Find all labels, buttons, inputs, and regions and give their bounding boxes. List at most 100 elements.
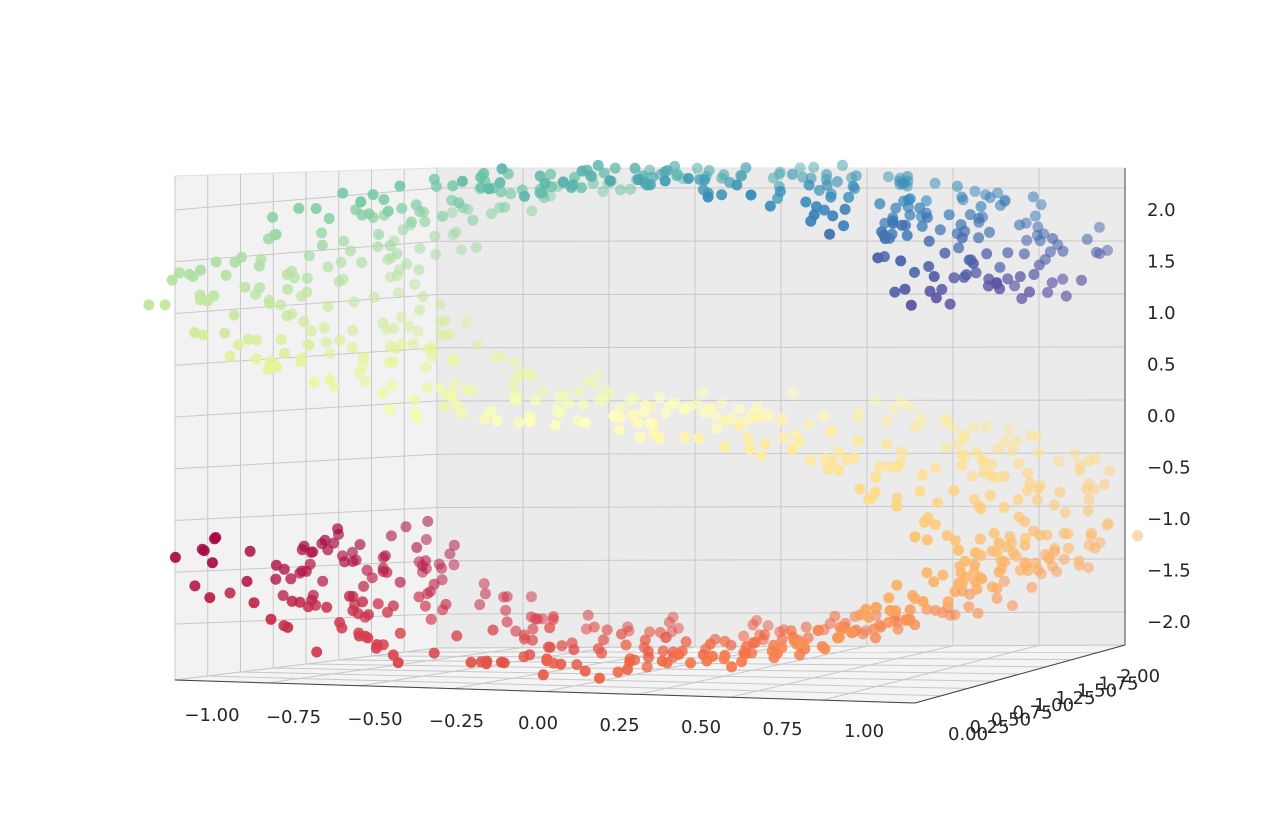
data-point <box>888 403 899 414</box>
data-point <box>347 605 358 616</box>
data-point <box>309 377 320 388</box>
x-tick-label: 0.75 <box>762 719 802 740</box>
data-point <box>992 593 1003 604</box>
data-point <box>583 610 594 621</box>
data-point <box>775 416 786 427</box>
data-point <box>895 458 906 469</box>
data-point <box>621 640 632 651</box>
data-point <box>989 528 1000 539</box>
data-point <box>900 615 911 626</box>
data-point <box>833 447 844 458</box>
data-point <box>939 248 950 259</box>
data-point <box>975 534 986 545</box>
data-point <box>970 548 981 559</box>
data-point <box>991 277 1002 288</box>
data-point <box>480 588 491 599</box>
data-point <box>336 623 347 634</box>
data-point <box>872 252 883 263</box>
data-point <box>957 579 968 590</box>
data-point <box>409 394 420 405</box>
data-point <box>706 404 717 415</box>
data-point <box>439 402 450 413</box>
data-point <box>803 419 814 430</box>
data-point <box>772 648 783 659</box>
data-point <box>890 203 901 214</box>
data-point <box>380 550 391 561</box>
data-point <box>344 591 355 602</box>
data-point <box>317 240 328 251</box>
data-point <box>321 602 332 613</box>
data-point <box>664 617 675 628</box>
data-point <box>1022 485 1033 496</box>
data-point <box>624 656 635 667</box>
data-point <box>449 559 460 570</box>
data-point <box>679 403 690 414</box>
data-point <box>249 597 260 608</box>
data-point <box>317 576 328 587</box>
data-point <box>903 194 914 205</box>
data-point <box>1002 273 1013 284</box>
data-point <box>681 636 692 647</box>
x-tick-label: 0.50 <box>681 717 721 738</box>
data-point <box>414 264 425 275</box>
data-point <box>396 312 407 323</box>
data-point <box>311 647 322 658</box>
data-point <box>1035 480 1046 491</box>
data-point <box>429 231 440 242</box>
data-point <box>1058 246 1069 257</box>
data-point <box>616 629 627 640</box>
data-point <box>1083 505 1094 516</box>
data-point <box>488 625 499 636</box>
data-point <box>935 224 946 235</box>
data-point <box>944 209 955 220</box>
data-point <box>207 557 218 568</box>
data-point <box>445 390 456 401</box>
data-point <box>1026 582 1037 593</box>
data-point <box>378 194 389 205</box>
data-point <box>731 180 742 191</box>
data-point <box>602 624 613 635</box>
data-point <box>447 180 458 191</box>
data-point <box>909 267 920 278</box>
data-point <box>956 192 967 203</box>
data-point <box>580 666 591 677</box>
data-point <box>993 443 1004 454</box>
data-point <box>1021 235 1032 246</box>
data-point <box>479 413 490 424</box>
z-tick-label: 0.0 <box>1147 406 1176 427</box>
data-point <box>1030 211 1041 222</box>
data-point <box>889 287 900 298</box>
data-point <box>902 171 913 182</box>
data-point <box>992 583 1003 594</box>
data-point <box>956 460 967 471</box>
data-point <box>279 348 290 359</box>
data-point <box>848 181 859 192</box>
data-point <box>472 340 483 351</box>
data-point <box>999 502 1010 513</box>
data-point <box>1057 274 1068 285</box>
data-point <box>552 404 563 415</box>
data-point <box>914 203 925 214</box>
data-point <box>349 296 360 307</box>
data-point <box>304 250 315 261</box>
data-point <box>958 430 969 441</box>
data-point <box>453 197 464 208</box>
data-point <box>1104 465 1115 476</box>
data-point <box>1074 465 1085 476</box>
data-point <box>467 215 478 226</box>
data-point <box>491 415 502 426</box>
data-point <box>195 265 206 276</box>
data-point <box>837 160 848 171</box>
data-point <box>372 241 383 252</box>
data-point <box>419 216 430 227</box>
data-point <box>385 340 396 351</box>
data-point <box>410 408 421 419</box>
data-point <box>336 257 347 268</box>
data-point <box>435 382 446 393</box>
data-point <box>383 206 394 217</box>
data-point <box>526 611 537 622</box>
data-point <box>960 450 971 461</box>
data-point <box>1084 494 1095 505</box>
data-point <box>189 580 200 591</box>
